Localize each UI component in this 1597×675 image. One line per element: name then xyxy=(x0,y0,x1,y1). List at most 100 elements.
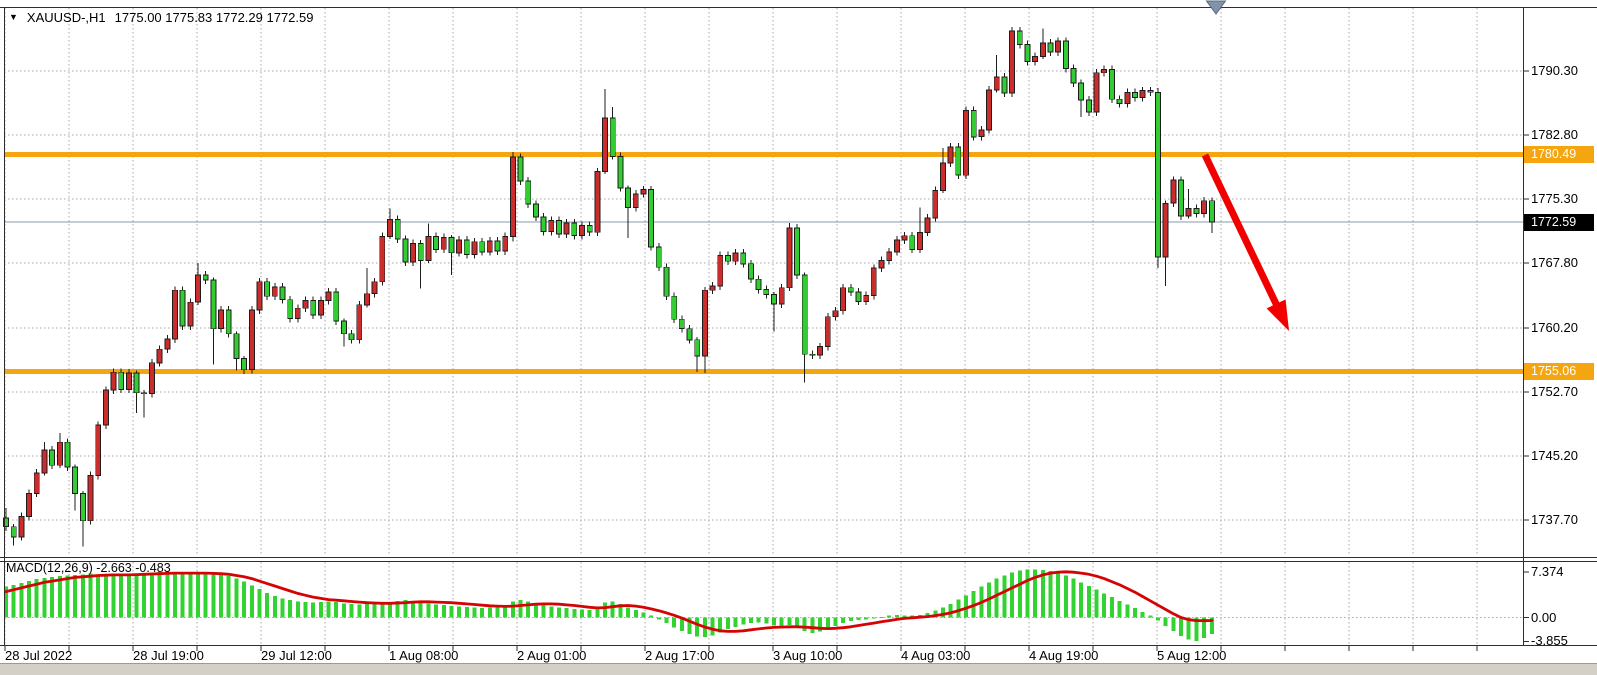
candle xyxy=(1016,30,1023,46)
candle xyxy=(41,449,48,474)
symbol-label: XAUUSD-,H1 xyxy=(26,10,106,25)
candle xyxy=(248,309,255,371)
candle xyxy=(1132,91,1138,98)
candle xyxy=(771,294,777,305)
candle xyxy=(840,287,847,312)
candle xyxy=(56,441,63,466)
candle xyxy=(532,203,539,218)
time-axis-label: 4 Aug 19:00 xyxy=(1029,648,1099,663)
candle xyxy=(724,254,731,262)
candle xyxy=(978,129,985,138)
candle xyxy=(1193,207,1200,214)
candle xyxy=(801,274,808,355)
candle xyxy=(1032,56,1039,63)
candle xyxy=(317,300,324,316)
candle xyxy=(10,526,17,538)
candle xyxy=(986,89,992,131)
time-axis-label: 4 Aug 03:00 xyxy=(901,648,971,663)
candle xyxy=(1070,67,1077,84)
candle xyxy=(479,241,486,253)
candle xyxy=(271,286,278,297)
candle xyxy=(1185,207,1192,217)
candle xyxy=(893,239,900,253)
candle xyxy=(195,274,201,303)
sell-arrow-annotation[interactable] xyxy=(1201,153,1289,331)
candle xyxy=(448,236,455,254)
candle xyxy=(433,236,440,250)
current-price-badge: 1772.59 xyxy=(1524,213,1594,231)
candle xyxy=(663,266,670,297)
candle xyxy=(717,254,724,287)
candle xyxy=(1116,98,1123,104)
candle xyxy=(963,109,969,176)
candle xyxy=(402,238,409,263)
candle xyxy=(1009,30,1016,94)
candle xyxy=(148,362,155,394)
candle xyxy=(1139,90,1146,98)
candle xyxy=(1108,68,1115,100)
candle xyxy=(655,246,662,268)
candle xyxy=(164,338,171,350)
candle xyxy=(556,219,562,235)
price-axis-label: 1745.20 xyxy=(1531,447,1578,463)
candle xyxy=(110,371,117,391)
candle xyxy=(1155,91,1161,258)
price-axis-label: 1752.70 xyxy=(1531,383,1578,399)
candle xyxy=(870,267,877,296)
candle xyxy=(947,146,954,164)
candle xyxy=(732,252,739,262)
price-axis-label: 1775.30 xyxy=(1531,190,1578,206)
candle xyxy=(49,449,56,466)
candle xyxy=(832,310,839,318)
candle xyxy=(817,346,824,356)
ohlc-readout: 1775.00 1775.83 1772.29 1772.59 xyxy=(114,10,314,25)
candle xyxy=(118,371,125,390)
candle xyxy=(1093,72,1100,113)
candle xyxy=(494,240,501,252)
candle xyxy=(940,162,946,191)
candle xyxy=(1085,99,1092,113)
candle xyxy=(955,146,962,176)
candle xyxy=(755,278,762,290)
candle xyxy=(847,287,854,293)
candle xyxy=(394,219,401,240)
macd-axis-label: 0.00 xyxy=(1531,609,1557,625)
candle xyxy=(325,291,332,301)
candle xyxy=(548,219,555,232)
candle xyxy=(425,236,432,261)
price-axis-label: 1790.30 xyxy=(1531,63,1578,78)
candle xyxy=(571,222,578,237)
candle xyxy=(279,286,286,301)
candle xyxy=(156,348,163,364)
candle xyxy=(886,251,893,261)
candle xyxy=(502,236,509,252)
candle xyxy=(855,291,862,302)
candle xyxy=(1024,44,1031,63)
candle xyxy=(924,217,931,233)
time-axis-label: 1 Aug 08:00 xyxy=(389,648,459,663)
candle xyxy=(863,294,870,302)
candle xyxy=(648,189,655,248)
candle xyxy=(456,239,463,254)
chart-title: ▼ XAUUSD-,H1 1775.00 1775.83 1772.29 177… xyxy=(9,10,313,25)
candle xyxy=(241,358,248,371)
candle xyxy=(1170,179,1177,204)
candle xyxy=(1201,200,1208,214)
candle xyxy=(694,339,701,357)
candle xyxy=(701,289,708,357)
candle xyxy=(179,289,186,327)
candle xyxy=(218,309,224,330)
macd-axis-label: 7.374 xyxy=(1531,564,1564,579)
candle xyxy=(563,222,570,235)
candle xyxy=(594,171,601,233)
candle xyxy=(824,316,831,348)
price-axis-label: 1760.20 xyxy=(1531,319,1578,335)
time-marker-icon[interactable] xyxy=(1205,0,1227,15)
candle xyxy=(187,301,194,327)
candle xyxy=(387,219,393,238)
candle xyxy=(133,372,140,394)
candle xyxy=(916,231,923,250)
candle xyxy=(617,155,624,189)
